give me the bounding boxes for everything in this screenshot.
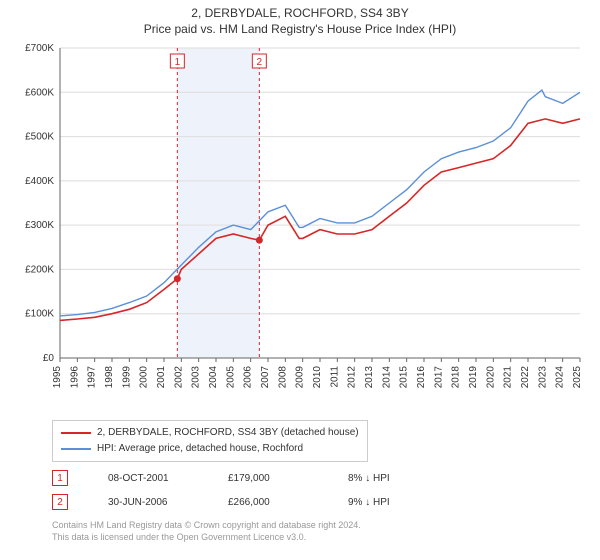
svg-text:2016: 2016 [416, 366, 427, 389]
svg-text:2005: 2005 [225, 366, 236, 389]
annotation-marker: 1 [52, 470, 68, 486]
svg-text:2004: 2004 [208, 366, 219, 389]
annotation-price: £266,000 [228, 497, 308, 508]
svg-text:2023: 2023 [537, 366, 548, 389]
annotation-diff: 8% ↓ HPI [348, 473, 428, 484]
svg-text:£400K: £400K [25, 176, 54, 187]
legend-item-hpi: HPI: Average price, detached house, Roch… [61, 441, 359, 457]
legend-label: HPI: Average price, detached house, Roch… [97, 441, 303, 457]
svg-text:2022: 2022 [520, 366, 531, 389]
svg-text:2006: 2006 [243, 366, 254, 389]
annotation-row-2: 2 30-JUN-2006 £266,000 9% ↓ HPI [52, 494, 588, 510]
svg-text:£500K: £500K [25, 132, 54, 143]
svg-text:1996: 1996 [69, 366, 80, 389]
svg-text:2025: 2025 [572, 366, 583, 389]
svg-text:2000: 2000 [139, 366, 150, 389]
svg-text:2007: 2007 [260, 366, 271, 389]
svg-text:£600K: £600K [25, 87, 54, 98]
svg-text:2011: 2011 [329, 366, 340, 388]
svg-text:2009: 2009 [295, 366, 306, 389]
svg-text:2008: 2008 [277, 366, 288, 389]
svg-text:1995: 1995 [52, 366, 63, 389]
svg-text:2013: 2013 [364, 366, 375, 389]
attribution: Contains HM Land Registry data © Crown c… [52, 520, 588, 543]
annotation-price: £179,000 [228, 473, 308, 484]
attribution-line: Contains HM Land Registry data © Crown c… [52, 520, 588, 532]
title-address: 2, DERBYDALE, ROCHFORD, SS4 3BY [12, 6, 588, 20]
svg-text:2002: 2002 [173, 366, 184, 389]
svg-text:2014: 2014 [381, 366, 392, 389]
svg-text:2019: 2019 [468, 366, 479, 389]
legend-swatch [61, 448, 91, 450]
svg-text:£100K: £100K [25, 309, 54, 320]
svg-text:£200K: £200K [25, 264, 54, 275]
chart-area: £0 £100K £200K £300K £400K £500K £600K £700K 199… [12, 42, 588, 412]
line-chart: £0 £100K £200K £300K £400K £500K £600K £700K 199… [12, 42, 588, 412]
chart-container: 2, DERBYDALE, ROCHFORD, SS4 3BY Price pa… [0, 0, 600, 560]
annotation-diff: 9% ↓ HPI [348, 497, 428, 508]
svg-text:2015: 2015 [399, 366, 410, 389]
svg-text:1998: 1998 [104, 366, 115, 389]
svg-text:2024: 2024 [555, 366, 566, 389]
annotation-date: 30-JUN-2006 [108, 497, 188, 508]
svg-text:£300K: £300K [25, 220, 54, 231]
svg-text:2020: 2020 [485, 366, 496, 389]
legend-swatch [61, 432, 91, 434]
svg-text:2012: 2012 [347, 366, 358, 389]
svg-text:2003: 2003 [191, 366, 202, 389]
svg-text:2018: 2018 [451, 366, 462, 389]
svg-text:2021: 2021 [503, 366, 514, 389]
svg-text:1: 1 [175, 57, 181, 68]
legend-label: 2, DERBYDALE, ROCHFORD, SS4 3BY (detache… [97, 425, 359, 441]
svg-text:£700K: £700K [25, 43, 54, 54]
legend-item-property: 2, DERBYDALE, ROCHFORD, SS4 3BY (detache… [61, 425, 359, 441]
svg-text:1999: 1999 [121, 366, 132, 389]
attribution-line: This data is licensed under the Open Gov… [52, 532, 588, 544]
svg-text:2017: 2017 [433, 366, 444, 389]
annotation-date: 08-OCT-2001 [108, 473, 188, 484]
svg-text:2001: 2001 [156, 366, 167, 389]
legend: 2, DERBYDALE, ROCHFORD, SS4 3BY (detache… [52, 420, 368, 462]
svg-text:1997: 1997 [87, 366, 98, 389]
svg-text:2: 2 [257, 57, 263, 68]
annotation-marker: 2 [52, 494, 68, 510]
annotation-row-1: 1 08-OCT-2001 £179,000 8% ↓ HPI [52, 470, 588, 486]
title-subtitle: Price paid vs. HM Land Registry's House … [12, 22, 588, 36]
svg-text:£0: £0 [43, 353, 55, 364]
svg-text:2010: 2010 [312, 366, 323, 389]
